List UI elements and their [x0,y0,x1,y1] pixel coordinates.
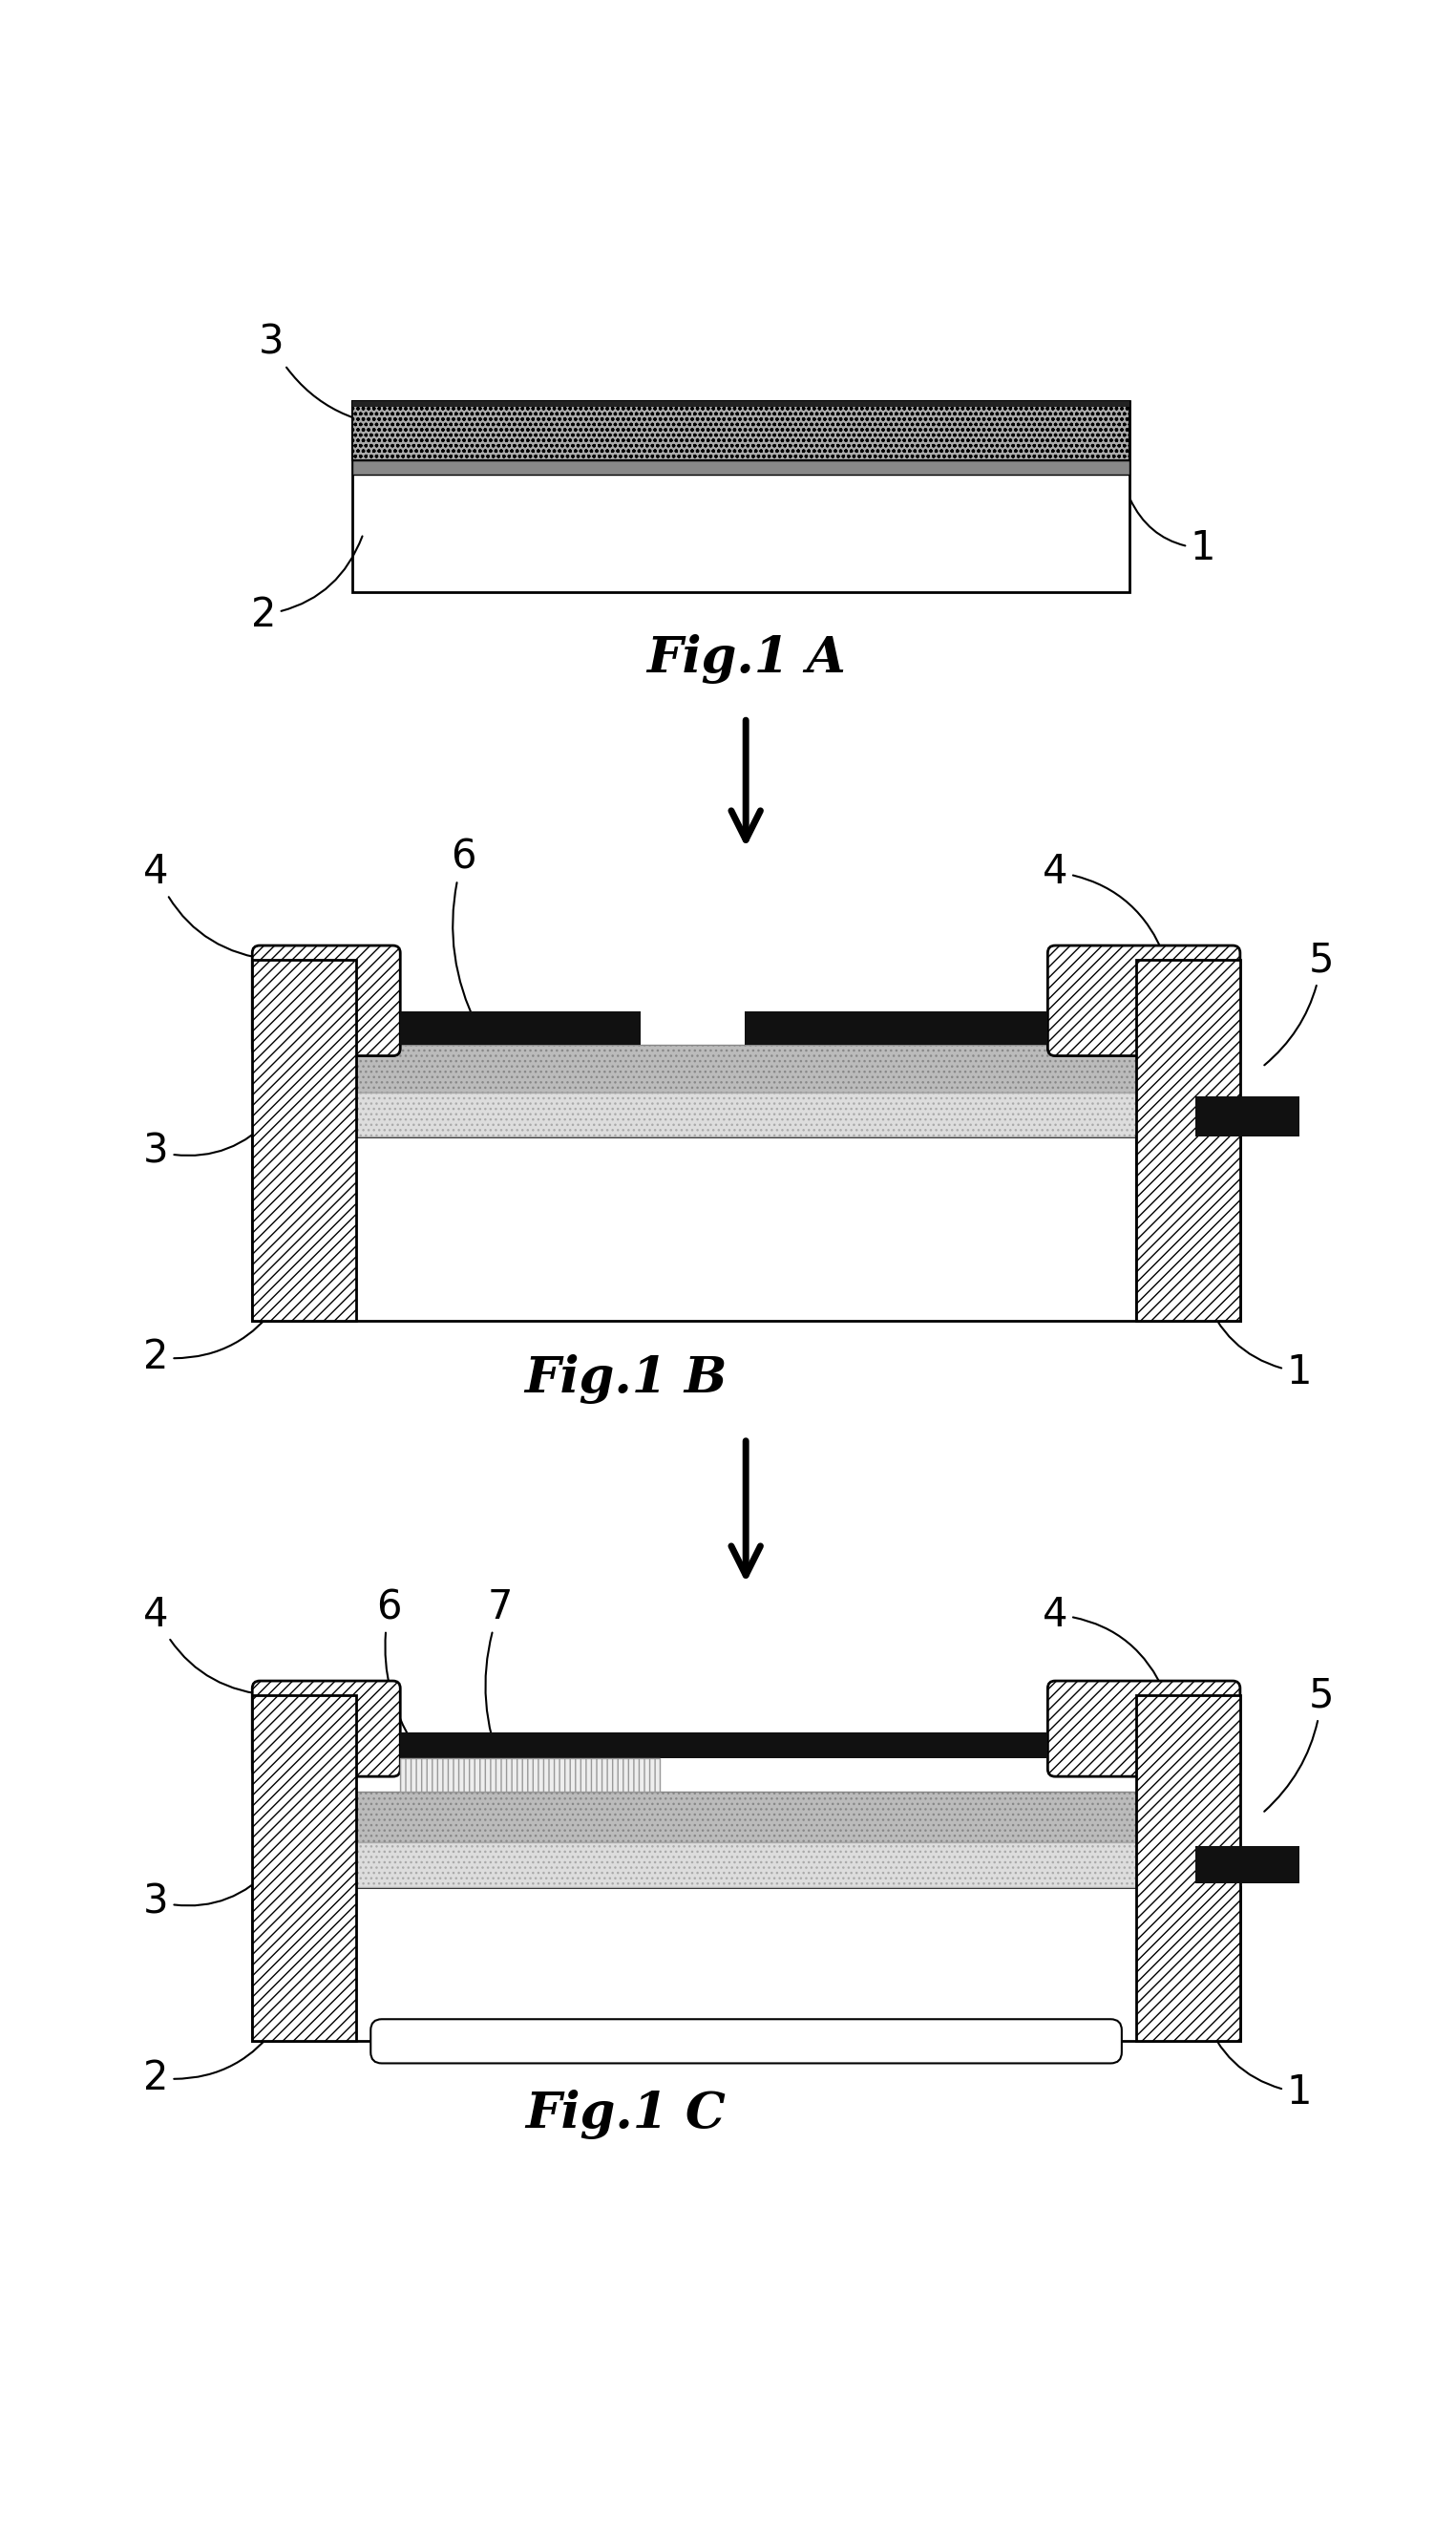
Bar [355,1093,1137,1136]
Bar [252,961,355,1320]
Text: 2: 2 [250,535,363,634]
Text: 4: 4 [144,1595,272,1694]
Text: 5: 5 [1264,1677,1334,1812]
FancyBboxPatch shape [1048,1682,1241,1776]
Text: 4: 4 [144,851,272,961]
Bar [252,1136,1241,1320]
Bar [352,461,1128,474]
Text: 1: 1 [1130,499,1216,568]
Bar [1137,961,1241,1320]
Bar [252,1136,355,1320]
Text: 3: 3 [143,1116,272,1172]
Text: 4: 4 [1042,851,1165,958]
Text: 6: 6 [377,1587,414,1745]
Text: Fig.1 C: Fig.1 C [526,2089,727,2140]
Bar [1137,1136,1241,1320]
Text: 2: 2 [144,1299,281,1378]
Bar [352,403,1128,461]
Bar [252,1694,355,2041]
Text: 1: 1 [1204,1294,1312,1391]
Bar [400,1012,641,1045]
FancyBboxPatch shape [252,1682,400,1776]
Text: Fig.1 B: Fig.1 B [524,1356,728,1404]
Text: 3: 3 [258,324,409,428]
FancyBboxPatch shape [371,2018,1121,2064]
Bar [355,1045,1137,1093]
Bar [400,1733,1048,1758]
Text: 4: 4 [1042,1595,1165,1694]
Bar [400,1758,660,1791]
FancyBboxPatch shape [252,945,400,1055]
Bar [355,1842,1137,1888]
Bar [252,1888,1241,2041]
Bar [355,1791,1137,1842]
FancyBboxPatch shape [1048,945,1241,1055]
Text: 7: 7 [485,1587,513,1771]
Text: 2: 2 [144,2021,281,2097]
Bar [352,403,1128,594]
Bar [352,403,1128,408]
Bar [1195,1096,1299,1136]
Bar [744,1012,1048,1045]
Text: 5: 5 [1264,940,1334,1065]
Text: Fig.1 A: Fig.1 A [646,634,846,683]
Bar [1137,1694,1241,2041]
Bar [1195,1847,1299,1883]
Text: 3: 3 [143,1868,272,1921]
Text: 1: 1 [1204,2015,1312,2112]
Text: 6: 6 [450,838,476,1024]
